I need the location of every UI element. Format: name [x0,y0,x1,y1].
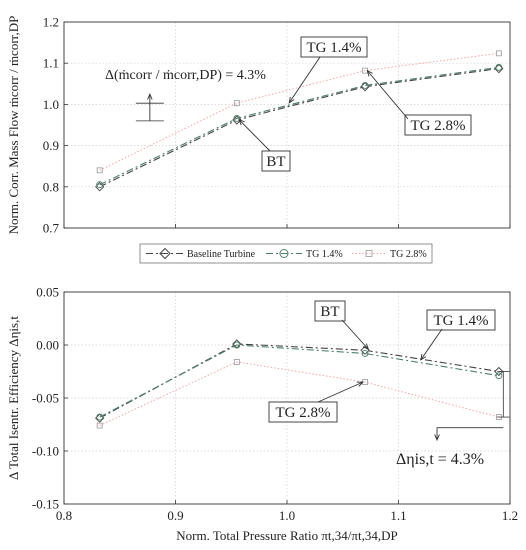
arrow-head-icon [238,118,245,126]
y-tick-label: -0.05 [32,391,59,406]
legend-label-baseline: Baseline Turbine [187,249,256,260]
mass-flow-annotations: Δ(ṁcorr / ṁcorr,DP) = 4.3% TG 1.4% TG 2.8%… [105,36,472,172]
callout-arrow-bt-top [238,119,271,152]
callout-arrow-tg14-bottom [420,328,443,361]
data-point-tg28 [495,50,502,57]
series-line-0 [99,68,499,188]
data-point-tg14 [233,341,241,349]
legend-label-tg14: TG 1.4% [306,249,343,260]
y-axis-label: Norm. Corr. Mass Flow ṁcorr / ṁcorr,DP [6,16,21,235]
callout-bt-top: BT [266,154,285,170]
square-marker-icon [365,250,373,257]
y-tick-label: 1.0 [43,97,59,112]
callout-arrow-tg28-top [366,70,409,120]
arrow-head-icon [356,381,364,387]
data-point-tg14 [361,81,369,89]
legend: Baseline Turbine TG 1.4% TG 2.8% [139,243,433,264]
legend-item-tg14: TG 1.4% [266,249,343,260]
data-point-tg14 [96,413,104,421]
x-axis-label: Norm. Total Pressure Ratio πt,34/πt,34,D… [176,528,397,543]
callout-tg28-top-box [404,114,472,136]
delta-eff-label: Δηis,t = 4.3% [396,451,484,468]
callout-arrow-tg14-top [288,56,321,104]
y-tick-label: 0.8 [43,179,59,194]
data-point-tg14 [361,350,369,357]
data-point-tg14 [96,181,104,189]
series-line-1 [99,66,499,186]
y-tick-label: 1.1 [43,56,59,71]
data-point-tg28 [96,167,103,174]
arrow-head-icon [420,353,427,361]
delta-massflow-label: Δ(ṁcorr / ṁcorr,DP) = 4.3% [105,68,266,83]
plot-frame [63,21,511,229]
data-point-tg28 [96,422,103,429]
legend-label-tg28: TG 2.8% [390,249,427,260]
callout-tg14-bottom-box [426,309,496,331]
callout-tg28-top: TG 2.8% [411,118,466,134]
arrow-head-icon [362,343,370,351]
y-tick-label: 0.7 [43,221,60,236]
data-point-tg14 [495,372,503,380]
efficiency-annotations: BT TG 1.4% TG 2.8% Δηis,t = 4.3% [268,300,510,468]
arrow-head-icon [147,92,153,100]
arrow-head-icon [434,434,440,442]
mass-flow-panel: 0.7 0.8 0.9 1.0 1.1 1.2 Norm. Corr. Mass Flow … [6,15,511,236]
y-tick-label: 0.05 [36,285,59,300]
callout-bt-top-box [261,150,291,172]
x-tick-label: 0.8 [56,508,72,523]
data-point-tg14 [495,63,503,71]
y-tick-label: 0.00 [36,338,59,353]
y-tick-label: 1.2 [43,15,59,30]
plot-frame [63,291,511,505]
callout-arrow-tg28-bottom [317,381,364,403]
data-point-tg28 [233,100,240,107]
x-tick-label: 1.1 [390,508,406,523]
arrow-head-icon [366,69,373,77]
callout-bt-bottom-box [314,300,346,322]
y-tick-label: 0.9 [43,138,59,153]
x-tick-label: 1.0 [279,508,295,523]
callout-tg14-top-box [300,36,368,58]
circle-marker-icon [279,249,289,258]
efficiency-panel: 0.8 0.9 1.0 1.1 1.2 -0.15 -0.10 -0.05 0.00 0.05 Δ … [6,285,518,544]
x-tick-label: 0.9 [167,508,183,523]
series-line-1 [99,344,499,418]
callout-tg28-bottom-box [268,401,338,423]
legend-item-tg28: TG 2.8% [352,249,427,260]
y-tick-label: -0.15 [32,497,59,512]
y-axis-label: Δ Total Isentr. Efficiency Δηis,t [6,316,21,480]
callout-bt-bottom: BT [320,304,339,320]
legend-item-baseline: Baseline Turbine [146,247,256,260]
diamond-marker-icon [159,247,171,260]
callout-tg14-bottom: TG 1.4% [434,313,489,329]
x-tick-label: 1.2 [502,508,518,523]
callout-tg28-bottom: TG 2.8% [276,405,331,421]
data-point-tg28 [233,359,240,365]
arrow-head-icon [288,96,295,104]
y-tick-label: -0.10 [32,444,59,459]
data-point-tg14 [233,114,241,122]
callout-arrow-bt-bottom [341,319,369,350]
series-line-2 [99,361,499,427]
callout-tg14-top: TG 1.4% [307,40,362,56]
